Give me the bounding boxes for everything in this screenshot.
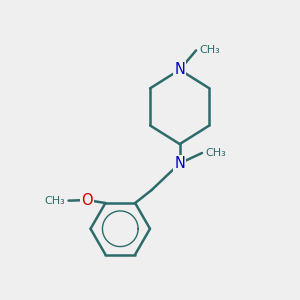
Text: N: N — [174, 62, 185, 77]
Text: CH₃: CH₃ — [44, 196, 65, 206]
Text: CH₃: CH₃ — [200, 44, 220, 55]
Text: CH₃: CH₃ — [205, 148, 226, 158]
Text: O: O — [81, 193, 93, 208]
Text: N: N — [174, 156, 185, 171]
